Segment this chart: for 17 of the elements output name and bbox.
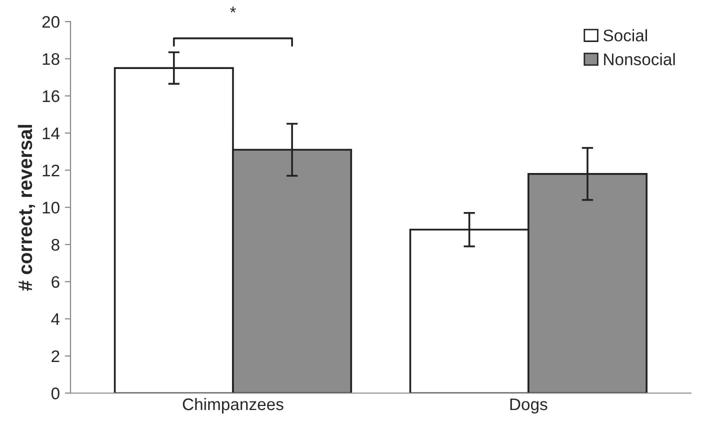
y-tick-label: 0 [51, 388, 60, 400]
y-tick-label: 8 [52, 238, 60, 251]
x-tick-label: Dogs [510, 398, 548, 414]
text: * [230, 6, 236, 13]
y-tick-label: 6 [52, 276, 60, 288]
y-tick-label: 4 [51, 313, 60, 325]
legend-label: Nonsocial [604, 53, 675, 66]
y-tick-label: 2 [52, 350, 60, 362]
y-axis-title: # correct, reversal [18, 124, 35, 291]
y-tick-label: 16 [42, 90, 60, 102]
y-tick-label: 14 [42, 128, 60, 140]
y-tick-label: 18 [42, 53, 60, 65]
y-tick-label: 20 [42, 16, 60, 28]
legend-label: Social [603, 29, 647, 42]
y-tick-label: 12 [42, 164, 60, 176]
y-tick-label: 10 [42, 202, 60, 214]
x-tick-label: Chimpanzees [182, 398, 284, 414]
